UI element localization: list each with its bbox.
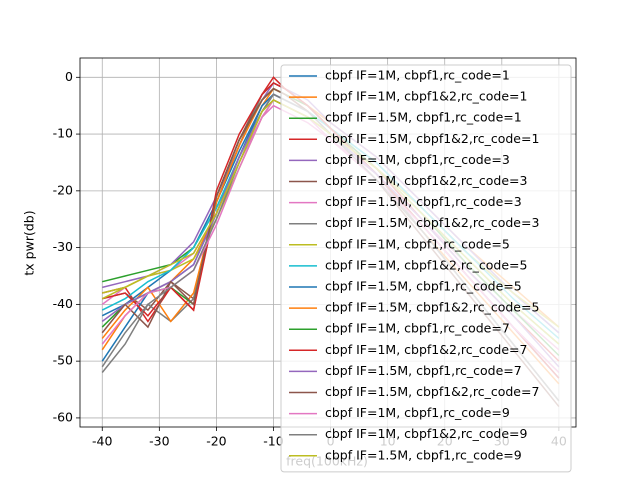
y-tick-label: -40	[53, 296, 73, 311]
legend-label: cbpf IF=1.5M, cbpf1&2,rc_code=7	[325, 384, 539, 399]
legend-label: cbpf IF=1M, cbpf1&2,rc_code=7	[325, 342, 527, 357]
y-tick-label: 0	[65, 69, 73, 84]
legend-label: cbpf IF=1.5M, cbpf1,rc_code=1	[325, 110, 522, 125]
legend-label: cbpf IF=1.5M, cbpf1,rc_code=3	[325, 194, 522, 209]
legend-label: cbpf IF=1.5M, cbpf1&2,rc_code=3	[325, 215, 539, 230]
legend-label: cbpf IF=1M, cbpf1,rc_code=9	[325, 405, 510, 420]
legend-label: cbpf IF=1M, cbpf1&2,rc_code=1	[325, 89, 527, 104]
legend-label: cbpf IF=1M, cbpf1&2,rc_code=3	[325, 173, 527, 188]
legend-label: cbpf IF=1M, cbpf1,rc_code=1	[325, 68, 510, 83]
legend-label: cbpf IF=1.5M, cbpf1,rc_code=7	[325, 363, 522, 378]
legend-label: cbpf IF=1M, cbpf1&2,rc_code=5	[325, 257, 527, 272]
legend-label: cbpf IF=1.5M, cbpf1,rc_code=5	[325, 279, 522, 294]
legend-label: cbpf IF=1M, cbpf1,rc_code=3	[325, 152, 510, 167]
legend-label: cbpf IF=1.5M, cbpf1&2,rc_code=5	[325, 300, 539, 315]
x-tick-label: -20	[206, 434, 226, 449]
legend-label: cbpf IF=1.5M, cbpf1,rc_code=9	[325, 447, 522, 462]
x-tick-label: -10	[263, 434, 283, 449]
legend-label: cbpf IF=1M, cbpf1,rc_code=5	[325, 236, 510, 251]
x-tick-label: -40	[92, 434, 112, 449]
legend-label: cbpf IF=1M, cbpf1&2,rc_code=9	[325, 426, 528, 441]
legend-box	[280, 64, 572, 473]
y-tick-label: -30	[53, 239, 73, 254]
y-tick-label: -60	[53, 409, 73, 424]
y-axis-label: tx pwr(db)	[22, 210, 37, 275]
y-tick-label: -50	[53, 353, 73, 368]
legend-label: cbpf IF=1M, cbpf1,rc_code=7	[325, 321, 510, 336]
legend-label: cbpf IF=1.5M, cbpf1&2,rc_code=1	[325, 131, 539, 146]
y-tick-label: -20	[53, 182, 73, 197]
x-tick-label: -30	[149, 434, 169, 449]
y-tick-label: -10	[53, 126, 73, 141]
